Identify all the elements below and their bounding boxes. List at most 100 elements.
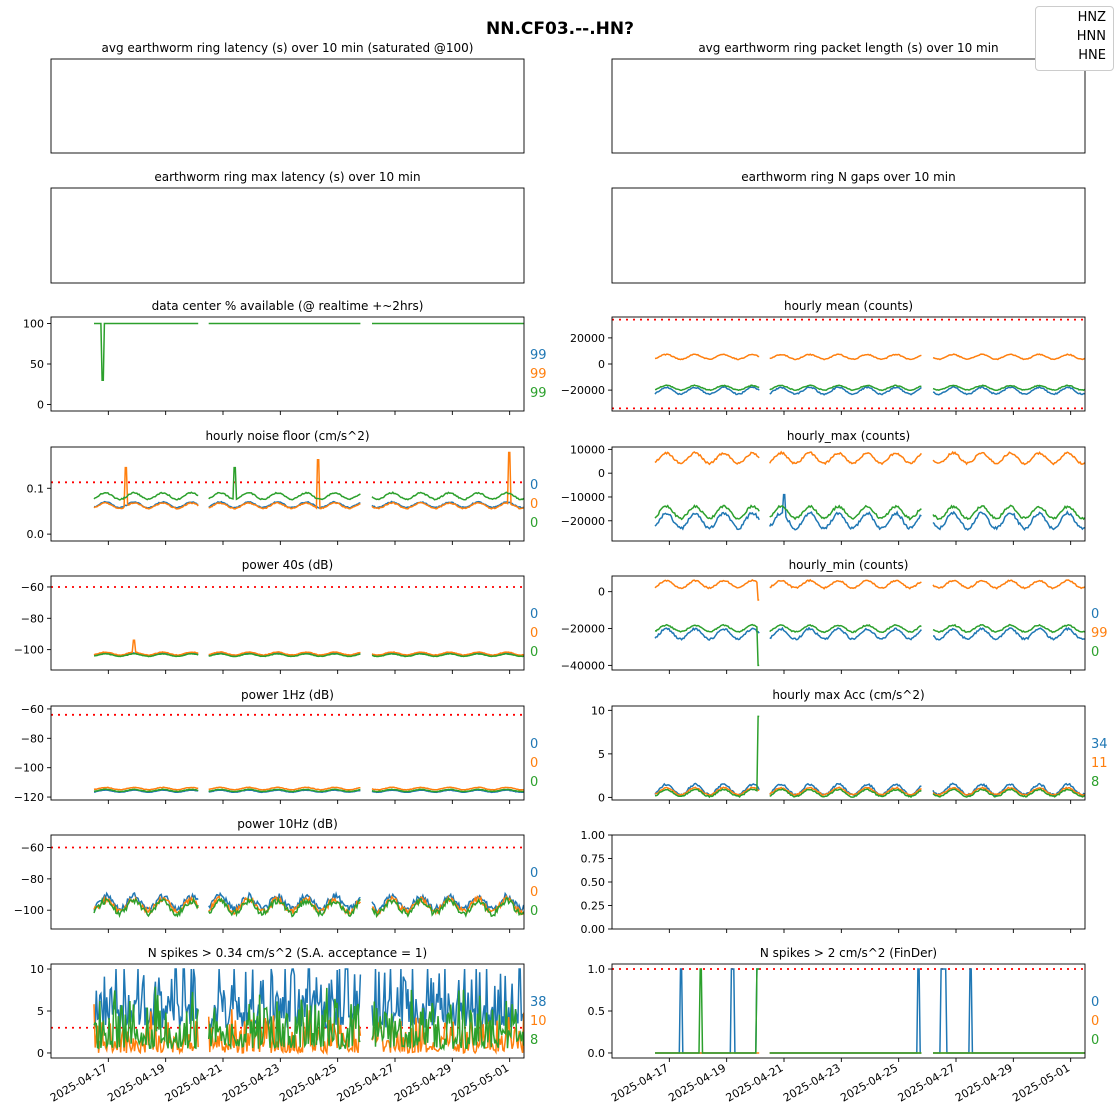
axes-frame [611, 446, 1086, 542]
xtick-label: 2025-04-29 [392, 1061, 454, 1104]
series-hnn [93, 639, 524, 656]
series-hnz [654, 782, 1085, 797]
side-label-hnn: 99 [1091, 626, 1108, 641]
series-hne [93, 986, 524, 1052]
side-label-hnz: 34 [1091, 737, 1108, 752]
side-label-hnz: 99 [530, 348, 547, 363]
xtick-label: 2025-04-23 [781, 1061, 843, 1104]
ytick-label: −100 [14, 762, 44, 775]
axes-frame [50, 834, 525, 930]
side-label-hnz: 0 [1091, 995, 1099, 1010]
series-hnn [654, 353, 1085, 361]
xtick-label: 2025-04-21 [163, 1061, 225, 1104]
ytick-label: −60 [21, 842, 44, 855]
axes-frame [611, 316, 1086, 412]
ytick-label: −100 [14, 644, 44, 657]
panel-title: hourly_max (counts) [787, 429, 910, 443]
panel-title: avg earthworm ring latency (s) over 10 m… [102, 41, 474, 55]
ytick-label: 0 [598, 791, 605, 804]
series-hnn [654, 786, 1085, 797]
series-hne [93, 896, 524, 919]
panel-title: power 1Hz (dB) [241, 688, 334, 702]
side-label-hne: 8 [1091, 775, 1099, 790]
series-hne [93, 652, 524, 658]
series-hnz [654, 493, 1085, 532]
xtick-label: 2025-04-25 [838, 1061, 900, 1104]
panel-p15: N spikes > 0.34 cm/s^2 (S.A. acceptance … [30, 946, 547, 1105]
side-label-hnn: 99 [530, 367, 547, 382]
axes-frame [611, 58, 1086, 154]
ytick-label: −20000 [561, 384, 605, 397]
side-label-hnn: 10 [530, 1014, 547, 1029]
series-hnn [93, 894, 524, 917]
panel-title: earthworm ring max latency (s) over 10 m… [154, 170, 420, 184]
series-hnn [93, 786, 524, 791]
panel-p1: avg earthworm ring latency (s) over 10 m… [50, 41, 525, 154]
panel-title: hourly mean (counts) [784, 299, 913, 313]
series-hne [654, 504, 1085, 521]
panel-p16: N spikes > 2 cm/s^2 (FinDer) 0.0 0.5 1.0 202… [588, 946, 1100, 1105]
ytick-label: 0 [598, 586, 605, 599]
panel-p13: power 10Hz (dB) −100 −80 −60 0 0 0 [14, 817, 538, 933]
ytick-label: −10000 [561, 491, 605, 504]
series-hne [93, 466, 524, 501]
ytick-label: −80 [21, 732, 44, 745]
xtick-label: 2025-04-25 [277, 1061, 339, 1104]
axes-frame [50, 58, 525, 154]
panel-p12: hourly max Acc (cm/s^2) 0 5 10 34 11 8 [591, 688, 1108, 804]
series-hnn [654, 450, 1085, 466]
series-hne [654, 715, 1085, 799]
panel-title: hourly noise floor (cm/s^2) [205, 429, 369, 443]
series-hnz [93, 968, 524, 1030]
ytick-label: −80 [21, 873, 44, 886]
ytick-label: 10 [30, 963, 44, 976]
side-label-hnz: 38 [530, 995, 547, 1010]
side-label-hne: 0 [1091, 1033, 1099, 1048]
axes-frame [611, 705, 1086, 801]
ytick-label: 100 [23, 317, 44, 330]
ytick-label: 0.50 [581, 876, 606, 889]
side-label-hnz: 0 [530, 478, 538, 493]
axes-frame [50, 187, 525, 284]
ytick-label: 0 [37, 1047, 44, 1060]
panel-title: hourly_min (counts) [789, 558, 909, 572]
panel-p14: 0.00 0.25 0.50 0.75 1.00 [581, 829, 1086, 936]
ytick-label: −20000 [561, 515, 605, 528]
ytick-label: 0.1 [27, 482, 45, 495]
panel-title: power 10Hz (dB) [237, 817, 338, 831]
ytick-label: 0.25 [581, 900, 606, 913]
side-label-hnn: 11 [1091, 756, 1108, 771]
ytick-label: 10 [591, 704, 605, 717]
axes-frame [611, 834, 1086, 930]
xtick-label: 2025-05-01 [449, 1061, 511, 1104]
panel-title: data center % available (@ realtime +~2h… [152, 299, 424, 313]
panel-p2: avg earthworm ring packet length (s) ove… [611, 41, 1086, 154]
axes-frame [50, 705, 525, 801]
xtick-label: 2025-04-23 [220, 1061, 282, 1104]
ytick-label: 0 [598, 358, 605, 371]
xtick-label: 2025-04-29 [953, 1061, 1015, 1104]
series-hne [654, 623, 1085, 667]
panel-title: N spikes > 0.34 cm/s^2 (S.A. acceptance … [148, 946, 427, 960]
ytick-label: −40000 [561, 659, 605, 672]
ytick-label: −100 [14, 904, 44, 917]
panel-p7: hourly noise floor (cm/s^2) 0.0 0.1 0 0 0 [27, 429, 538, 545]
axes-frame [611, 575, 1086, 671]
side-label-hnz: 0 [530, 607, 538, 622]
ytick-label: 0.00 [581, 923, 606, 936]
panel-p9: power 40s (dB) −100 −80 −60 0 0 0 [14, 558, 538, 674]
ytick-label: 0.0 [588, 1047, 606, 1060]
ytick-label: 0 [598, 467, 605, 480]
ytick-label: 50 [30, 358, 44, 371]
ytick-label: 0.0 [27, 528, 45, 541]
ytick-label: 0.5 [588, 1005, 606, 1018]
side-label-hnn: 0 [1091, 1014, 1099, 1029]
side-label-hnn: 0 [530, 885, 538, 900]
panel-p5: data center % available (@ realtime +~2h… [23, 299, 547, 415]
legend-entry-hnn: HNN [1076, 29, 1106, 44]
ytick-label: 1.00 [581, 829, 606, 842]
xtick-label: 2025-04-19 [666, 1061, 728, 1104]
ytick-label: 1.0 [588, 963, 606, 976]
xtick-label: 2025-05-01 [1010, 1061, 1072, 1104]
